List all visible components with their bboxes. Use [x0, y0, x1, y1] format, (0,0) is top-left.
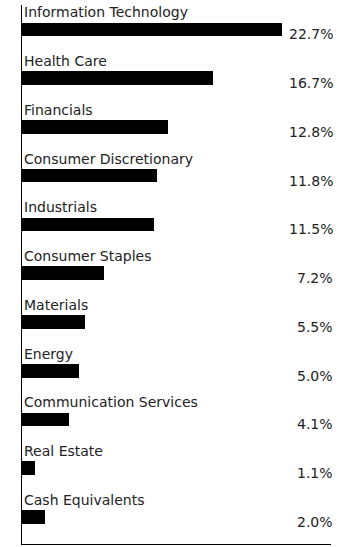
svg-text:Consumer Staples: Consumer Staples: [24, 248, 151, 264]
svg-text:4.1%: 4.1%: [297, 416, 333, 432]
svg-text:Health Care: Health Care: [24, 53, 107, 69]
svg-text:Financials: Financials: [24, 102, 93, 118]
svg-text:7.2%: 7.2%: [297, 270, 333, 286]
svg-text:Industrials: Industrials: [24, 199, 97, 215]
svg-text:12.8%: 12.8%: [289, 124, 333, 140]
svg-text:22.7%: 22.7%: [289, 26, 333, 42]
svg-text:16.7%: 16.7%: [289, 75, 333, 91]
svg-text:Consumer Discretionary: Consumer Discretionary: [24, 151, 193, 167]
svg-text:1.1%: 1.1%: [297, 465, 333, 481]
svg-text:11.5%: 11.5%: [289, 221, 333, 237]
svg-text:Materials: Materials: [24, 297, 88, 313]
svg-text:Communication Services: Communication Services: [24, 394, 198, 410]
svg-text:Real Estate: Real Estate: [24, 443, 103, 459]
svg-text:5.5%: 5.5%: [297, 319, 333, 335]
svg-text:Energy: Energy: [24, 346, 73, 362]
svg-text:Information Technology: Information Technology: [24, 4, 188, 20]
svg-text:5.0%: 5.0%: [297, 368, 333, 384]
svg-text:2.0%: 2.0%: [297, 514, 333, 530]
svg-text:11.8%: 11.8%: [289, 173, 333, 189]
svg-text:Cash Equivalents: Cash Equivalents: [24, 492, 145, 508]
